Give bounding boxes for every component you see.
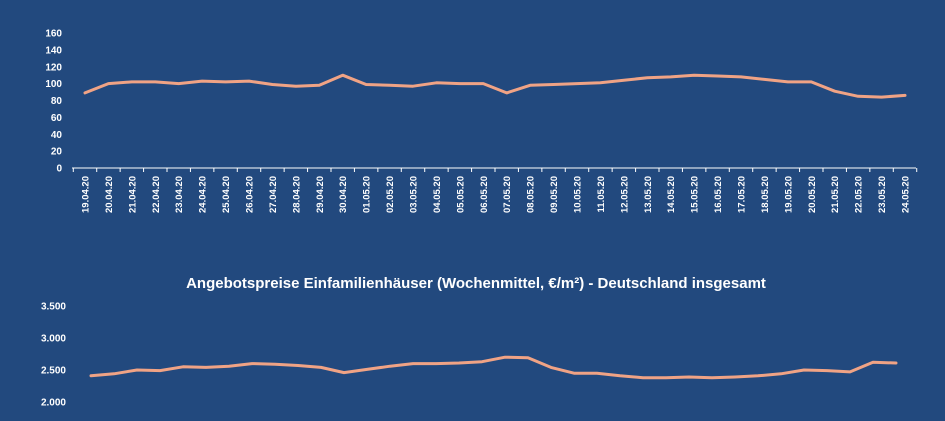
top-series-line: [83, 73, 907, 99]
top-x-tick-label: 22.04.20: [151, 176, 162, 213]
top-x-tick-label: 30.04.20: [338, 176, 349, 213]
top-x-tick-label: 19.04.20: [81, 176, 92, 213]
top-y-tick-label: 160: [45, 29, 62, 40]
chart-title: Angebotspreise Einfamilienhäuser (Wochen…: [186, 275, 766, 292]
bottom-y-tick-label: 2.000: [41, 398, 66, 409]
top-x-tick-label: 28.04.20: [291, 176, 302, 213]
top-x-tick-label: 12.05.20: [619, 176, 630, 213]
top-x-tick-label: 23.04.20: [174, 176, 185, 213]
top-x-tick-label: 10.05.20: [573, 176, 584, 213]
top-x-tick-label: 14.05.20: [666, 176, 677, 213]
top-x-tick-marks: [72, 168, 918, 172]
top-x-tick-label: 01.05.20: [362, 176, 373, 213]
top-line-chart: 0 20 40 60 80 100 120 140 160 19.04.20 20.04.20 21…: [45, 29, 918, 213]
top-y-axis-ticks: 0 20 40 60 80 100 120 140 160: [45, 29, 62, 175]
top-x-tick-label: 03.05.20: [409, 176, 420, 213]
top-x-tick-label: 27.04.20: [268, 176, 279, 213]
top-x-tick-label: 06.05.20: [479, 176, 490, 213]
top-x-tick-label: 08.05.20: [526, 176, 537, 213]
top-y-tick-label: 80: [51, 96, 63, 107]
top-x-tick-label: 18.05.20: [760, 176, 771, 213]
top-x-tick-label: 26.04.20: [245, 176, 256, 213]
top-x-tick-label: 09.05.20: [549, 176, 560, 213]
top-x-tick-label: 04.05.20: [432, 176, 443, 213]
top-y-tick-label: 60: [51, 113, 63, 124]
top-x-tick-label: 11.05.20: [596, 176, 607, 212]
top-x-tick-label: 22.05.20: [854, 176, 865, 213]
top-x-tick-label: 21.04.20: [127, 176, 138, 213]
top-x-tick-label: 29.04.20: [315, 176, 326, 213]
top-y-tick-label: 20: [51, 147, 63, 158]
bottom-line-chart: 2.000 2.500 3.000 3.500: [41, 302, 898, 409]
top-y-tick-label: 0: [56, 164, 62, 175]
top-x-axis-labels: 19.04.20 20.04.20 21.04.20 22.04.20 23.04.20…: [81, 176, 912, 213]
top-x-tick-label: 21.05.20: [830, 176, 841, 213]
top-y-tick-label: 140: [45, 45, 62, 56]
top-x-tick-label: 07.05.20: [502, 176, 513, 213]
top-x-tick-label: 02.05.20: [385, 176, 396, 213]
top-x-tick-label: 05.05.20: [455, 176, 466, 213]
top-x-tick-label: 24.05.20: [901, 176, 912, 213]
top-x-tick-label: 17.05.20: [737, 176, 748, 213]
bottom-y-axis-ticks: 2.000 2.500 3.000 3.500: [41, 302, 66, 409]
top-y-tick-label: 40: [51, 130, 63, 141]
top-x-tick-label: 15.05.20: [690, 176, 701, 213]
top-y-tick-label: 120: [45, 62, 62, 73]
top-x-tick-label: 25.04.20: [221, 176, 232, 213]
bottom-y-tick-label: 3.500: [41, 302, 66, 313]
top-x-tick-label: 20.05.20: [807, 176, 818, 213]
top-x-tick-label: 13.05.20: [643, 176, 654, 213]
top-x-tick-label: 20.04.20: [104, 176, 115, 213]
top-y-tick-label: 100: [45, 79, 62, 90]
top-x-tick-label: 23.05.20: [877, 176, 888, 213]
top-x-tick-label: 16.05.20: [713, 176, 724, 213]
bottom-y-tick-label: 3.000: [41, 334, 66, 345]
top-x-tick-label: 24.04.20: [198, 176, 209, 213]
bottom-y-tick-label: 2.500: [41, 366, 66, 377]
bottom-series-line: [89, 355, 898, 380]
top-x-tick-label: 19.05.20: [783, 176, 794, 213]
